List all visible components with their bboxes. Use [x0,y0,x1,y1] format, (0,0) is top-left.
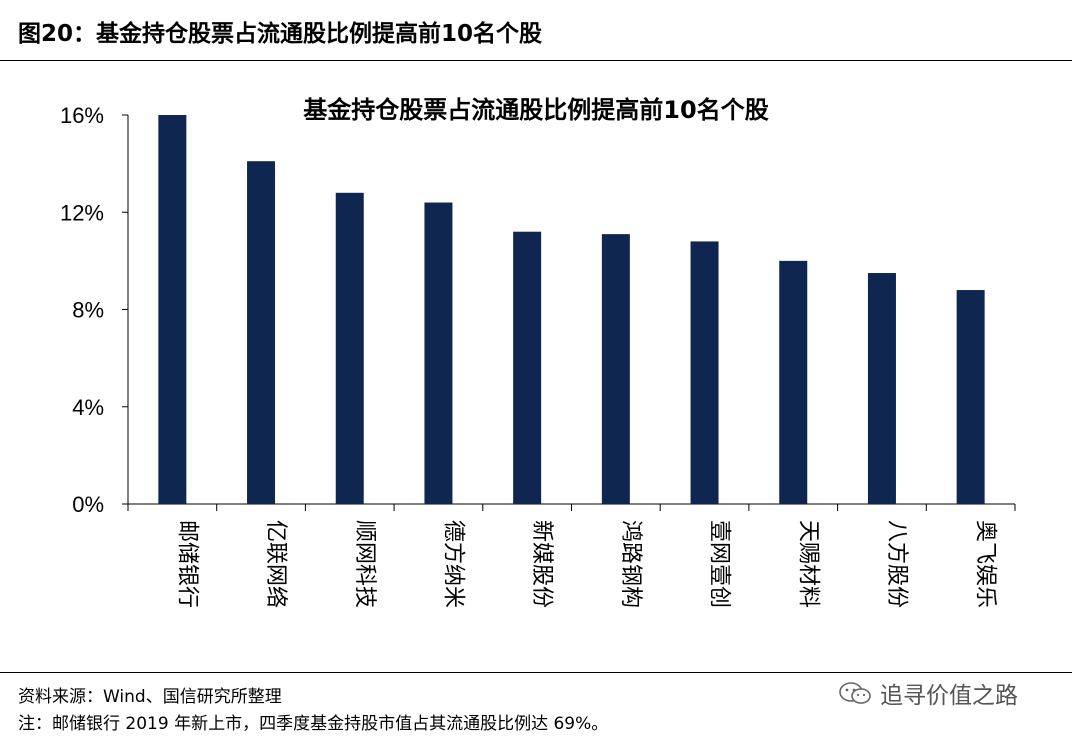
bar [867,273,896,504]
x-tick-label: 邮储银行 [174,520,199,608]
header-rule [0,60,1072,61]
bar [601,234,630,504]
bar [247,161,276,504]
source-note: 资料来源：Wind、国信研究所整理 [18,687,282,707]
x-tick-label: 亿联网络 [263,520,288,608]
x-tick-label: 德方纳米 [440,520,465,608]
x-tick-label: 八方股份 [884,520,909,608]
bar [513,231,542,504]
x-tick-label: 新媒股份 [529,520,554,608]
watermark: 追寻价值之路 [838,676,1018,710]
bar [335,192,364,505]
footnote: 注：邮储银行 2019 年新上市，四季度基金持股市值占其流通股比例达 69%。 [18,714,609,734]
bar [779,260,808,504]
bar [956,290,985,504]
x-tick-label: 天赐材料 [795,520,820,608]
wechat-icon [839,682,871,704]
x-tick-label: 顺网科技 [352,520,377,608]
footer-rule [0,672,1072,673]
bar [158,115,187,504]
y-tick-label: 0% [72,492,104,517]
y-tick-label: 4% [72,395,104,420]
y-tick-label: 16% [60,103,104,128]
x-tick-label: 鸿路钢构 [618,520,643,608]
y-tick-label: 12% [60,200,104,225]
watermark-text: 追寻价值之路 [880,683,1018,709]
bar [690,241,719,505]
x-tick-label: 壹网壹创 [707,520,732,608]
y-tick-label: 8% [72,298,104,323]
x-tick-label: 奥飞娱乐 [973,520,998,608]
chart-title: 基金持仓股票占流通股比例提高前10名个股 [303,96,768,124]
figure-title: 图20：基金持仓股票占流通股比例提高前10名个股 [18,21,543,47]
bar [424,202,453,504]
bar-chart: 基金持仓股票占流通股比例提高前10名个股 0% 4% 8% 12% 16% 邮储银行 亿联网络… [60,96,1016,608]
